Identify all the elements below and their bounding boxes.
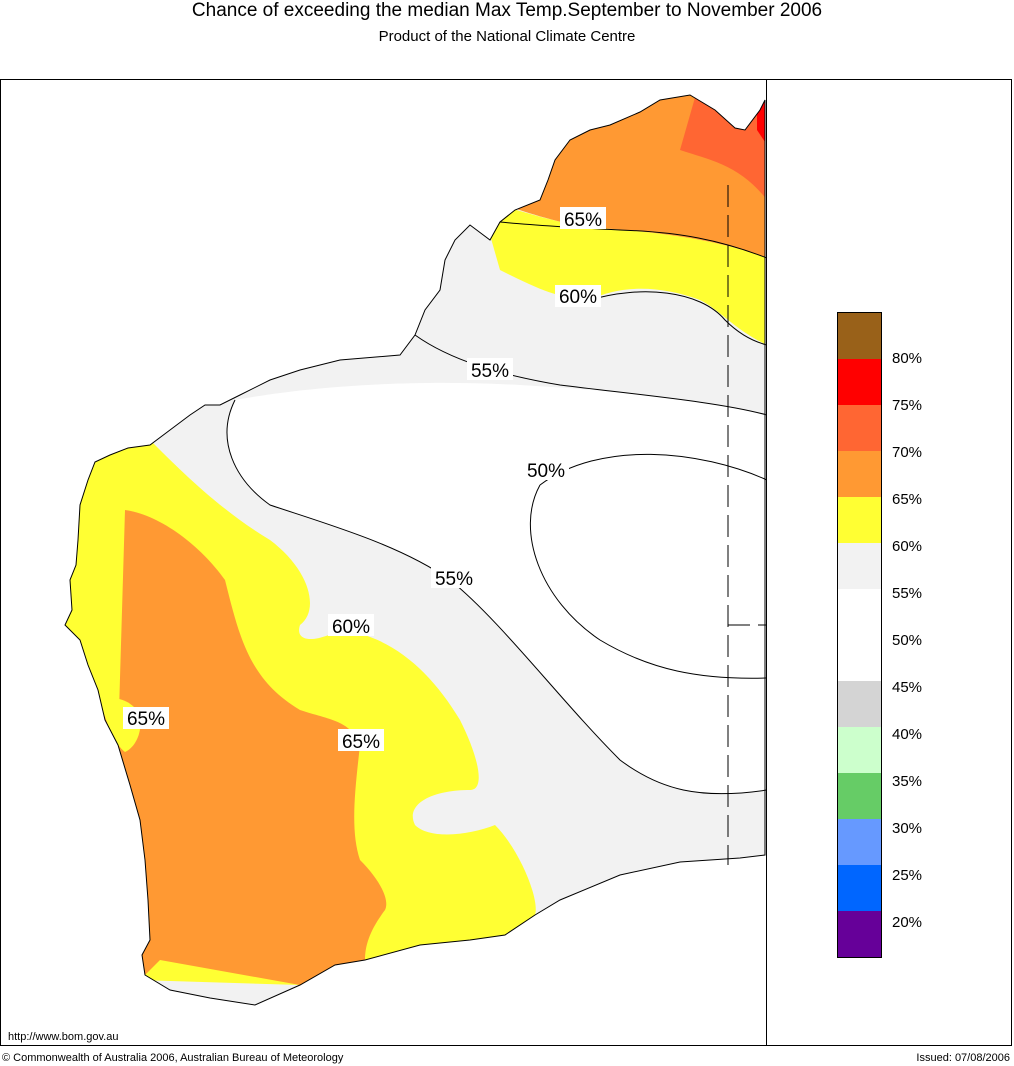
source-url[interactable]: http://www.bom.gov.au bbox=[8, 1031, 119, 1043]
legend-label: 50% bbox=[892, 632, 923, 649]
map-svg: 65% 60% 55% 50% 55% 60% bbox=[64, 94, 766, 1006]
legend-label: 55% bbox=[892, 585, 923, 602]
issued-date: Issued: 07/08/2006 bbox=[916, 1052, 1010, 1064]
region-65-70-southwest bbox=[100, 510, 387, 985]
contour-label-c55-north: 55% bbox=[467, 358, 513, 382]
legend-label: 75% bbox=[892, 397, 923, 414]
legend-swatch bbox=[837, 405, 882, 451]
contour-label-c60-north: 60% bbox=[555, 285, 601, 308]
copyright-notice: © Commonwealth of Australia 2006, Austra… bbox=[2, 1052, 344, 1064]
legend-swatch bbox=[837, 911, 882, 958]
legend-swatch bbox=[837, 773, 882, 819]
legend-colorbar bbox=[837, 312, 882, 958]
state-border bbox=[727, 185, 766, 865]
legend-label: 80% bbox=[892, 350, 923, 367]
contour-label-c60-mid: 60% bbox=[328, 614, 374, 638]
svg-text:65%: 65% bbox=[127, 709, 165, 730]
legend-label: 45% bbox=[892, 679, 923, 696]
legend-swatch bbox=[837, 635, 882, 681]
svg-text:55%: 55% bbox=[435, 569, 473, 590]
legend-swatch bbox=[837, 865, 882, 911]
legend-label: 65% bbox=[892, 491, 923, 508]
svg-text:50%: 50% bbox=[527, 461, 565, 482]
legend-swatch bbox=[837, 359, 882, 405]
region-60-65-north bbox=[480, 200, 765, 345]
contour-label-c65-west: 65% bbox=[123, 707, 169, 730]
figure-frame bbox=[0, 79, 1012, 1046]
svg-text:60%: 60% bbox=[332, 617, 370, 638]
legend-swatch bbox=[837, 451, 882, 497]
svg-text:65%: 65% bbox=[342, 732, 380, 753]
map-panel: 65% 60% 55% 50% 55% 60% bbox=[0, 79, 767, 1046]
contour-60-north bbox=[589, 291, 766, 346]
legend-label: 30% bbox=[892, 820, 923, 837]
legend-label: 20% bbox=[892, 914, 923, 931]
legend-label: 60% bbox=[892, 538, 923, 555]
map-subtitle: Product of the National Climate Centre bbox=[378, 28, 636, 45]
svg-text:65%: 65% bbox=[564, 210, 602, 231]
legend-label: 25% bbox=[892, 867, 923, 884]
legend-swatch bbox=[837, 497, 882, 543]
svg-text:60%: 60% bbox=[559, 287, 597, 308]
legend-label: 40% bbox=[892, 726, 923, 743]
contour-label-c65-mid: 65% bbox=[338, 729, 384, 753]
legend-swatch bbox=[837, 727, 882, 773]
region-50-55 bbox=[227, 382, 765, 794]
contour-label-group: 65% 60% 55% 50% 55% 60% bbox=[123, 207, 606, 753]
contour-label-c50: 50% bbox=[523, 458, 569, 482]
legend-swatch bbox=[837, 681, 882, 727]
legend-swatch bbox=[837, 312, 882, 359]
contour-label-c55-mid: 55% bbox=[431, 566, 477, 590]
legend-label: 35% bbox=[892, 773, 923, 790]
legend-swatch bbox=[837, 819, 882, 865]
svg-text:55%: 55% bbox=[471, 361, 509, 382]
map-title: Chance of exceeding the median Max Temp.… bbox=[191, 0, 823, 21]
legend-label: 70% bbox=[892, 444, 923, 461]
legend-swatch bbox=[837, 589, 882, 635]
contour-55-north bbox=[414, 334, 766, 416]
legend-swatch bbox=[837, 543, 882, 589]
contour-label-c65-north: 65% bbox=[560, 207, 606, 231]
